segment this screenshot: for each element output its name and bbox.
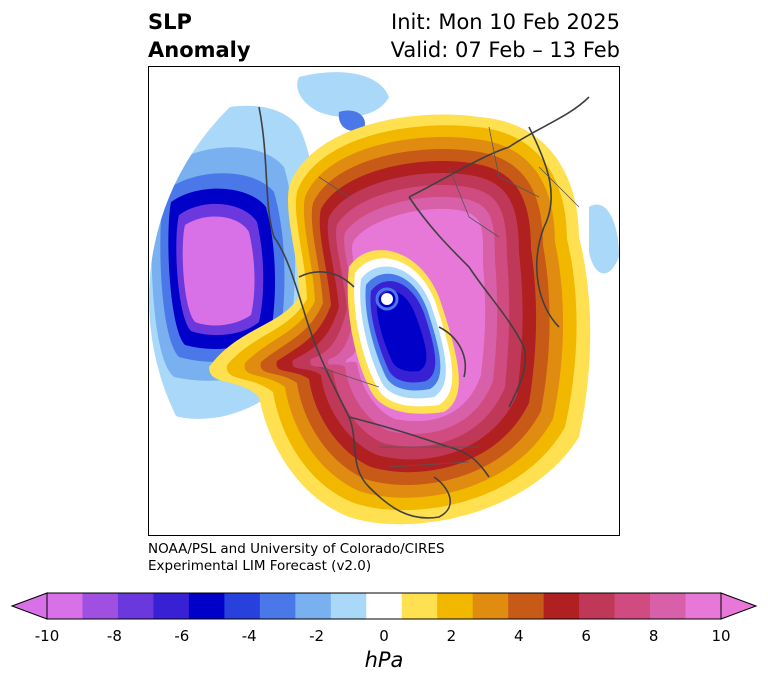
colorbar-under-arrow (10, 592, 48, 620)
colorbar-cell (437, 593, 474, 619)
colorbar-unit: hPa (364, 648, 404, 672)
colorbar-tick-label: -4 (241, 627, 257, 645)
credit-line-2: Experimental LIM Forecast (v2.0) (148, 558, 372, 574)
colorbar-cell (47, 593, 83, 619)
title-right: Init: Mon 10 Feb 2025 Valid: 07 Feb – 13… (391, 8, 620, 64)
colorbar-cell (685, 593, 722, 619)
coastlines (258, 96, 590, 519)
colorbar-tick-label: -8 (106, 627, 122, 645)
east-blue-patch (589, 204, 619, 274)
map-panel (148, 66, 620, 536)
credit-line-1: NOAA/PSL and University of Colorado/CIRE… (148, 541, 445, 557)
colorbar-tick-label: 8 (648, 627, 659, 645)
colorbar-tick-label: -10 (34, 627, 60, 645)
colorbar-cell (295, 593, 332, 619)
colorbar-cell (153, 593, 190, 619)
colorbar-cell (82, 593, 119, 619)
colorbar-tick-label: -6 (174, 627, 190, 645)
colorbar-tick-label: 2 (446, 627, 457, 645)
colorbar-tick-label: 6 (581, 627, 591, 645)
colorbar-cell (330, 593, 367, 619)
colorbar-cell (259, 593, 296, 619)
colorbar-tick-label: -2 (309, 627, 325, 645)
slp-anomaly-map (149, 67, 619, 535)
colorbar-cell (508, 593, 545, 619)
credit: NOAA/PSL and University of Colorado/CIRE… (148, 541, 445, 575)
init-date: Init: Mon 10 Feb 2025 (391, 10, 620, 34)
colorbar-cell (472, 593, 509, 619)
colorbar-cell (188, 593, 225, 619)
colorbar-cell (117, 593, 154, 619)
colorbar-tick-label: 10 (711, 627, 731, 645)
colorbar-cell (366, 593, 403, 619)
colorbar-tick-label: 4 (514, 627, 524, 645)
colorbar-tick-label: 0 (379, 627, 389, 645)
colorbar-cell (650, 593, 687, 619)
polar-low-anomaly (347, 250, 459, 414)
colorbar-cell (614, 593, 651, 619)
colorbar-cell (543, 593, 580, 619)
colorbar (10, 592, 758, 620)
borders (318, 126, 580, 468)
colorbar-cell (401, 593, 438, 619)
title-variable: SLP (148, 10, 192, 34)
colorbar-cell (224, 593, 261, 619)
title-left: SLP Anomaly (148, 8, 251, 64)
colorbar-ticks: -10 -8 -6 -4 -2 0 2 4 6 8 10 (0, 625, 768, 649)
title-type: Anomaly (148, 38, 251, 62)
north-blue-patch (297, 72, 389, 117)
valid-range: Valid: 07 Feb – 13 Feb (390, 38, 620, 62)
colorbar-cell (579, 593, 616, 619)
colorbar-over-arrow (720, 592, 758, 620)
